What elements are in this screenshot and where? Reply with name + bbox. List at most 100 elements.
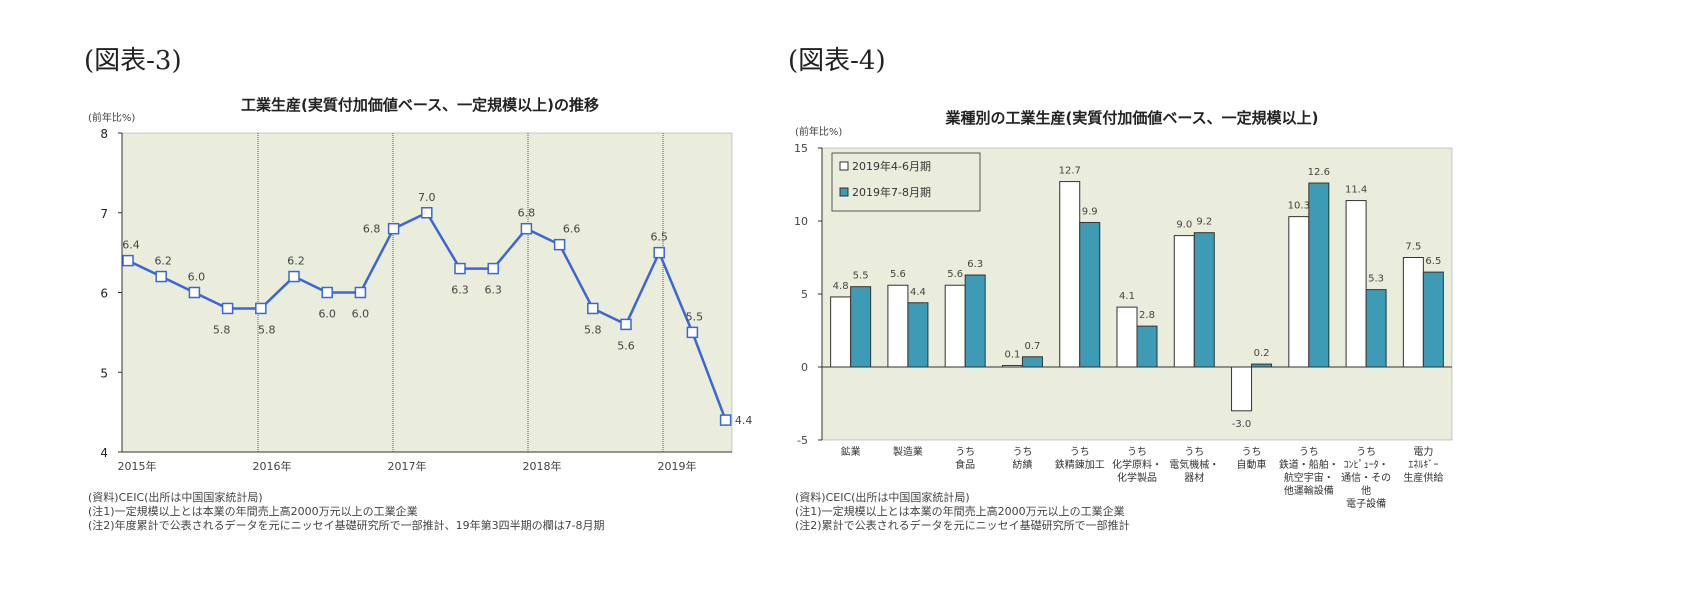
data-point	[587, 302, 599, 315]
category-label: 電子設備	[1346, 497, 1386, 510]
category-label: 電気機械・	[1169, 458, 1219, 471]
data-label: 4.4	[735, 414, 753, 427]
note: (注1)一定規模以上とは本業の年間売上高2000万元以上の工業企業	[88, 505, 418, 518]
category-label: 製造業	[893, 445, 923, 458]
legend	[831, 152, 981, 212]
category-label: ｺﾝﾋﾟｭｰﾀ・	[1344, 459, 1389, 471]
data-point	[520, 222, 533, 235]
data-label: 4.8	[833, 281, 849, 292]
category-label: うち	[1070, 446, 1090, 458]
category-label: うち	[1299, 446, 1319, 458]
data-label: 9.9	[1082, 206, 1098, 217]
data-label: 12.6	[1308, 167, 1330, 178]
category-label: うち	[1127, 446, 1147, 458]
y-tick-label: 5	[801, 288, 808, 301]
category-label: ｴﾈﾙｷﾞｰ	[1408, 459, 1438, 471]
bar-apr-jun	[1059, 181, 1081, 368]
note: (資料)CEIC(出所は中国国家統計局)	[88, 491, 263, 504]
bar-jul-aug	[1308, 182, 1330, 368]
data-label: 6.6	[563, 223, 581, 236]
data-label: 6.2	[287, 255, 305, 268]
bar-jul-aug	[1021, 356, 1043, 368]
data-point	[255, 302, 267, 315]
bar-jul-aug	[1193, 232, 1215, 368]
y-tick-label: 8	[100, 127, 108, 141]
data-label: 6.0	[318, 308, 336, 321]
bar-jul-aug	[907, 302, 929, 368]
data-label: 6.4	[122, 239, 140, 252]
data-label: 6.8	[518, 207, 536, 220]
bar-jul-aug	[1251, 363, 1273, 368]
category-label: 化学製品	[1117, 471, 1157, 484]
data-label: 12.7	[1059, 166, 1081, 177]
note: (資料)CEIC(出所は中国国家統計局)	[795, 491, 970, 504]
data-label: 5.8	[258, 323, 276, 336]
data-label: 2.8	[1139, 310, 1155, 321]
legend-label: 2019年4-6月期	[852, 159, 931, 173]
bar-jul-aug	[1136, 325, 1158, 368]
data-point	[288, 270, 300, 283]
data-point	[553, 238, 566, 251]
category-label: 他運輸設備	[1284, 484, 1334, 497]
bar-jul-aug	[850, 286, 872, 368]
category-label: 電力	[1413, 445, 1433, 458]
data-point	[686, 326, 699, 339]
notes-right: (資料)CEIC(出所は中国国家統計局) (注1)一定規模以上とは本業の年間売上…	[795, 491, 1130, 533]
data-label: 7.5	[1405, 242, 1421, 253]
data-label: 6.0	[188, 271, 206, 284]
category-label: 鉱業	[841, 445, 861, 458]
legend-swatch	[839, 161, 849, 171]
bar-apr-jun	[1116, 306, 1138, 368]
y-tick-label: 0	[801, 361, 808, 374]
chart-title: 工業生産(実質付加価値ベース、一定規模以上)の推移	[241, 96, 599, 114]
y-tick-label: 7	[100, 207, 108, 221]
category-label: 化学原料・	[1112, 458, 1162, 471]
x-tick-label: 2019年	[658, 459, 697, 473]
bar-apr-jun	[1345, 200, 1367, 368]
category-label: 食品	[955, 458, 975, 471]
category-label: 鉄精錬加工	[1055, 458, 1105, 471]
bar-jul-aug	[1365, 289, 1387, 368]
data-point	[620, 318, 632, 331]
y-tick-label: -5	[797, 434, 808, 447]
data-label: 5.6	[617, 339, 635, 352]
bar-apr-jun	[830, 296, 852, 368]
bar-jul-aug	[1422, 271, 1444, 368]
bar-apr-jun	[1402, 257, 1424, 368]
y-axis-label: (前年比%)	[88, 111, 135, 124]
note: (注2)累計で公表されるデータを元にニッセイ基礎研究所で一部推計	[795, 519, 1130, 532]
plot-area	[121, 132, 733, 453]
bar-apr-jun	[1173, 235, 1195, 368]
data-label: 6.8	[363, 223, 381, 236]
y-axis-label: (前年比%)	[795, 125, 842, 138]
category-label: 鉄道・船舶・	[1279, 458, 1339, 471]
data-label: 6.3	[451, 284, 469, 297]
data-label: 6.5	[1425, 256, 1441, 267]
bar-jul-aug	[1079, 221, 1101, 368]
data-label: 4.4	[910, 287, 926, 298]
data-label: 5.3	[1368, 274, 1384, 285]
data-point	[221, 302, 234, 315]
bar-apr-jun	[1231, 366, 1253, 412]
category-label: うち	[1242, 446, 1262, 458]
data-point	[188, 286, 201, 299]
bar-apr-jun	[1288, 216, 1310, 368]
data-label: 5.8	[213, 323, 231, 336]
data-label: 5.5	[853, 271, 869, 282]
note: (注2)年度累計で公表されるデータを元にニッセイ基礎研究所で一部推計、19年第3…	[88, 519, 605, 532]
notes-left: (資料)CEIC(出所は中国国家統計局) (注1)一定規模以上とは本業の年間売上…	[88, 491, 605, 533]
data-label: 7.0	[418, 191, 436, 204]
data-label: 5.8	[584, 323, 602, 336]
data-point	[354, 286, 367, 299]
y-tick-label: 4	[100, 446, 108, 460]
data-point	[487, 262, 499, 275]
legend-swatch	[839, 187, 849, 197]
category-label: 器材	[1184, 471, 1204, 484]
legend-label: 2019年7-8月期	[852, 185, 931, 199]
data-label: 10.3	[1288, 201, 1310, 212]
data-point	[421, 207, 433, 219]
category-label: 生産供給	[1403, 471, 1443, 484]
data-point	[122, 254, 134, 267]
y-tick-label: 10	[794, 215, 808, 228]
chart-title: 業種別の工業生産(実質付加価値ベース、一定規模以上)	[945, 109, 1319, 127]
